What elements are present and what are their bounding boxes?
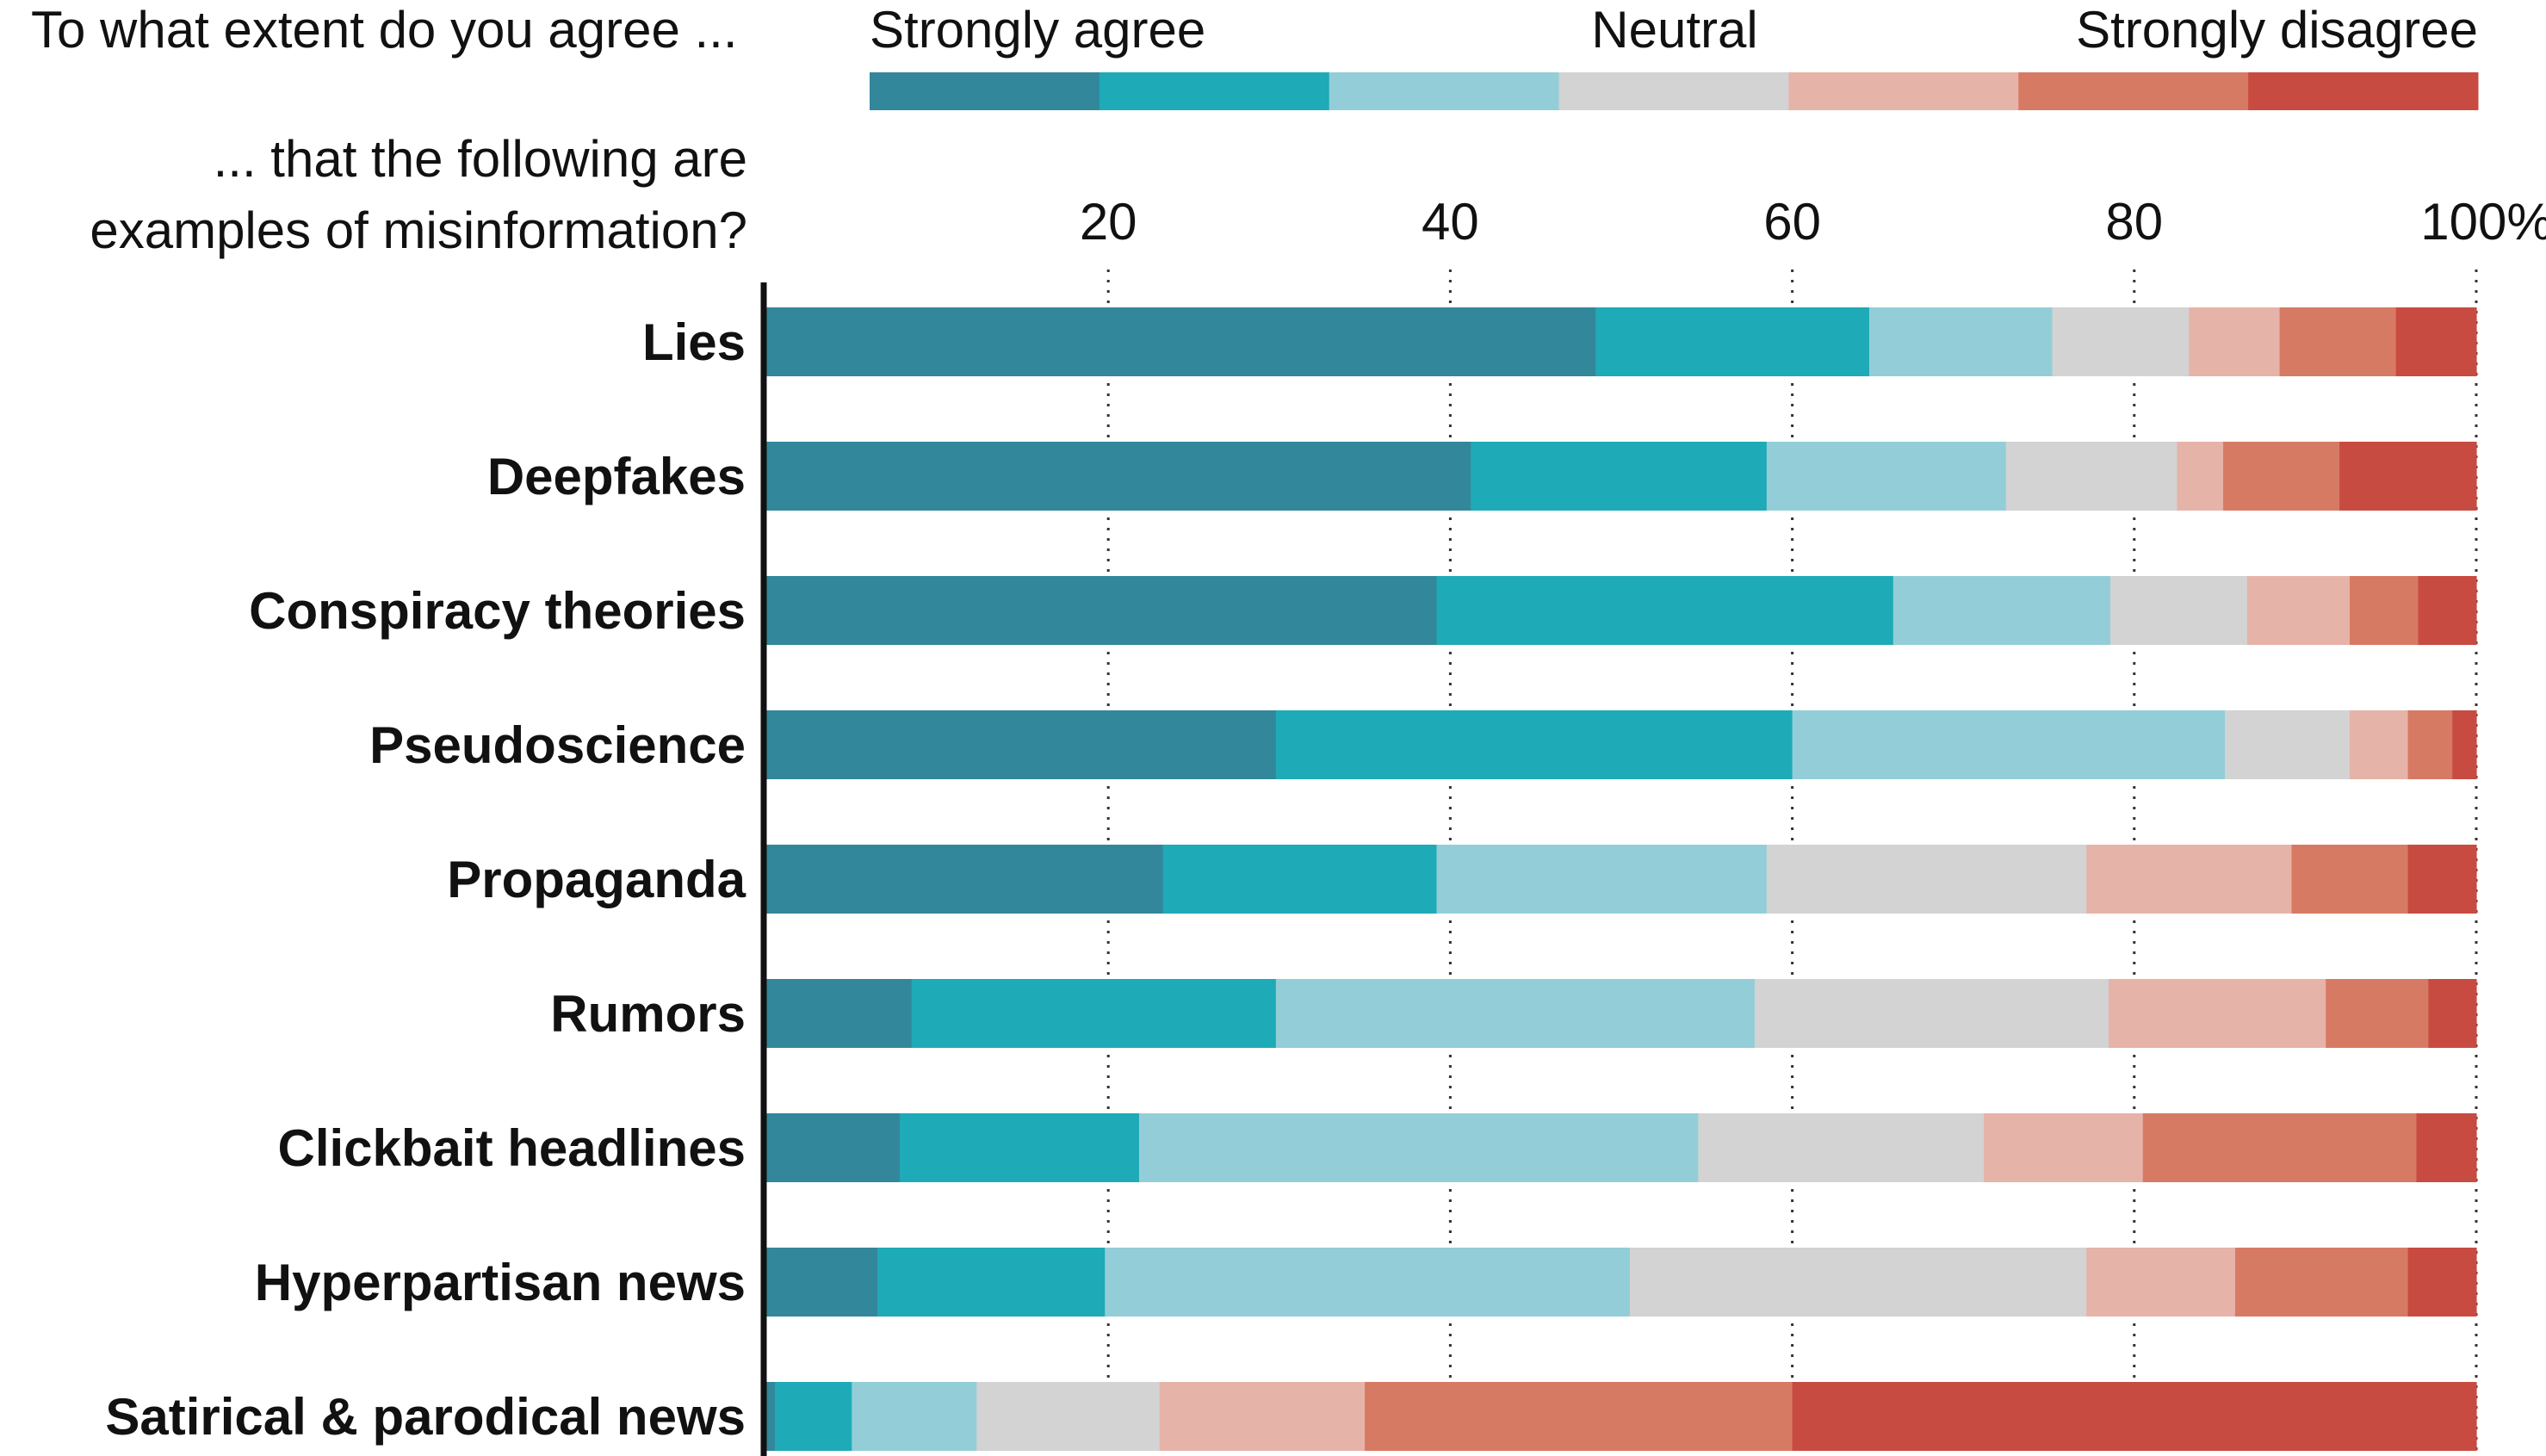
bar-segment-2-2 — [1471, 442, 1768, 511]
bar-segment-8-1 — [766, 1248, 878, 1317]
bar-segment-9-2 — [774, 1382, 852, 1451]
x-tick-label-20: 20 — [1080, 193, 1137, 251]
scale-swatch-5 — [1788, 72, 2019, 110]
scale-label-strongly-disagree: Strongly disagree — [2076, 1, 2478, 59]
bar-segment-2-1 — [766, 442, 1471, 511]
question-line2b: examples of misinformation? — [90, 201, 747, 259]
x-tick-label-60: 60 — [1763, 193, 1821, 251]
bar-segment-1-4 — [2052, 307, 2190, 376]
bar-segment-9-3 — [852, 1382, 977, 1451]
bar-segment-4-3 — [1792, 710, 2226, 779]
bar-segment-5-6 — [2291, 845, 2409, 914]
bar-segment-8-7 — [2407, 1248, 2477, 1317]
scale-label-neutral: Neutral — [1591, 1, 1757, 59]
bar-segment-6-6 — [2326, 979, 2429, 1048]
bar-segment-7-5 — [1984, 1113, 2144, 1182]
bar-segment-5-7 — [2407, 845, 2477, 914]
category-labels: Lies Deepfakes Conspiracy theories Pseudosc… — [105, 313, 746, 1446]
bar-segment-1-7 — [2395, 307, 2477, 376]
bar-segment-6-2 — [911, 979, 1277, 1048]
bar-segment-2-6 — [2223, 442, 2340, 511]
bar-segment-2-4 — [2005, 442, 2178, 511]
bar-segment-9-6 — [1365, 1382, 1793, 1451]
bar-segment-1-5 — [2189, 307, 2281, 376]
bar-segment-3-5 — [2246, 576, 2351, 645]
bar-segment-3-6 — [2350, 576, 2419, 645]
bar-segment-6-7 — [2428, 979, 2477, 1048]
bar-segment-8-5 — [2086, 1248, 2236, 1317]
bar-segment-1-2 — [1595, 307, 1870, 376]
bar-segment-1-6 — [2279, 307, 2397, 376]
category-label-6: Rumors — [550, 985, 746, 1043]
bar-segment-4-5 — [2350, 710, 2409, 779]
question-line2a: ... that the following are — [214, 130, 747, 188]
bar-segment-6-4 — [1754, 979, 2109, 1048]
bar-segment-2-7 — [2339, 442, 2477, 511]
bar-segment-7-4 — [1698, 1113, 1985, 1182]
bar-segment-8-6 — [2234, 1248, 2409, 1317]
x-tick-labels: 20 40 60 80 100% — [1080, 193, 2546, 251]
bar-segment-4-7 — [2452, 710, 2477, 779]
bar-segment-6-3 — [1275, 979, 1756, 1048]
scale-legend — [870, 72, 2479, 110]
scale-swatch-3 — [1329, 72, 1560, 110]
bar-segment-2-5 — [2177, 442, 2224, 511]
category-label-9: Satirical & parodical news — [105, 1388, 746, 1446]
scale-swatch-2 — [1099, 72, 1330, 110]
category-label-2: Deepfakes — [487, 448, 746, 505]
bar-segment-3-7 — [2418, 576, 2477, 645]
bar-segment-2-3 — [1766, 442, 2007, 511]
category-label-5: Propaganda — [447, 851, 746, 908]
bars — [766, 307, 2477, 1451]
bar-segment-5-2 — [1162, 845, 1438, 914]
bar-segment-7-7 — [2416, 1113, 2477, 1182]
bar-segment-3-3 — [1892, 576, 2111, 645]
bar-segment-7-1 — [766, 1113, 901, 1182]
bar-segment-5-1 — [766, 845, 1164, 914]
bar-segment-9-4 — [976, 1382, 1161, 1451]
bar-segment-7-2 — [899, 1113, 1140, 1182]
x-tick-label-100: 100% — [2420, 193, 2546, 251]
scale-swatch-7 — [2248, 72, 2479, 110]
bar-segment-4-1 — [766, 710, 1277, 779]
category-label-1: Lies — [642, 313, 746, 371]
scale-label-strongly-agree: Strongly agree — [870, 1, 1205, 59]
bar-segment-6-5 — [2109, 979, 2326, 1048]
bar-segment-4-6 — [2407, 710, 2453, 779]
bar-segment-7-6 — [2142, 1113, 2418, 1182]
bar-segment-3-2 — [1436, 576, 1894, 645]
bar-segment-5-3 — [1436, 845, 1768, 914]
bar-segment-8-2 — [877, 1248, 1106, 1317]
x-tick-label-80: 80 — [2105, 193, 2163, 251]
category-label-4: Pseudoscience — [369, 716, 746, 774]
bar-segment-6-1 — [766, 979, 913, 1048]
bar-segment-7-3 — [1138, 1113, 1699, 1182]
scale-swatch-6 — [2018, 72, 2249, 110]
bar-segment-5-5 — [2086, 845, 2293, 914]
scale-swatch-4 — [1558, 72, 1789, 110]
category-label-8: Hyperpartisan news — [255, 1254, 746, 1311]
bar-segment-9-5 — [1159, 1382, 1366, 1451]
x-tick-label-40: 40 — [1422, 193, 1479, 251]
bar-segment-4-2 — [1275, 710, 1793, 779]
question-line1: To what extent do you agree ... — [31, 1, 738, 59]
category-label-3: Conspiracy theories — [249, 582, 746, 640]
bar-segment-3-4 — [2109, 576, 2248, 645]
bar-segment-8-3 — [1105, 1248, 1631, 1317]
bar-segment-5-4 — [1766, 845, 2087, 914]
category-label-7: Clickbait headlines — [277, 1119, 746, 1177]
bar-segment-4-4 — [2225, 710, 2351, 779]
scale-swatch-1 — [870, 72, 1100, 110]
bar-segment-3-1 — [766, 576, 1438, 645]
bar-segment-8-4 — [1629, 1248, 2087, 1317]
bar-segment-1-1 — [766, 307, 1596, 376]
bar-segment-1-3 — [1868, 307, 2054, 376]
bar-segment-9-1 — [766, 1382, 776, 1451]
bar-segment-9-7 — [1792, 1382, 2477, 1451]
